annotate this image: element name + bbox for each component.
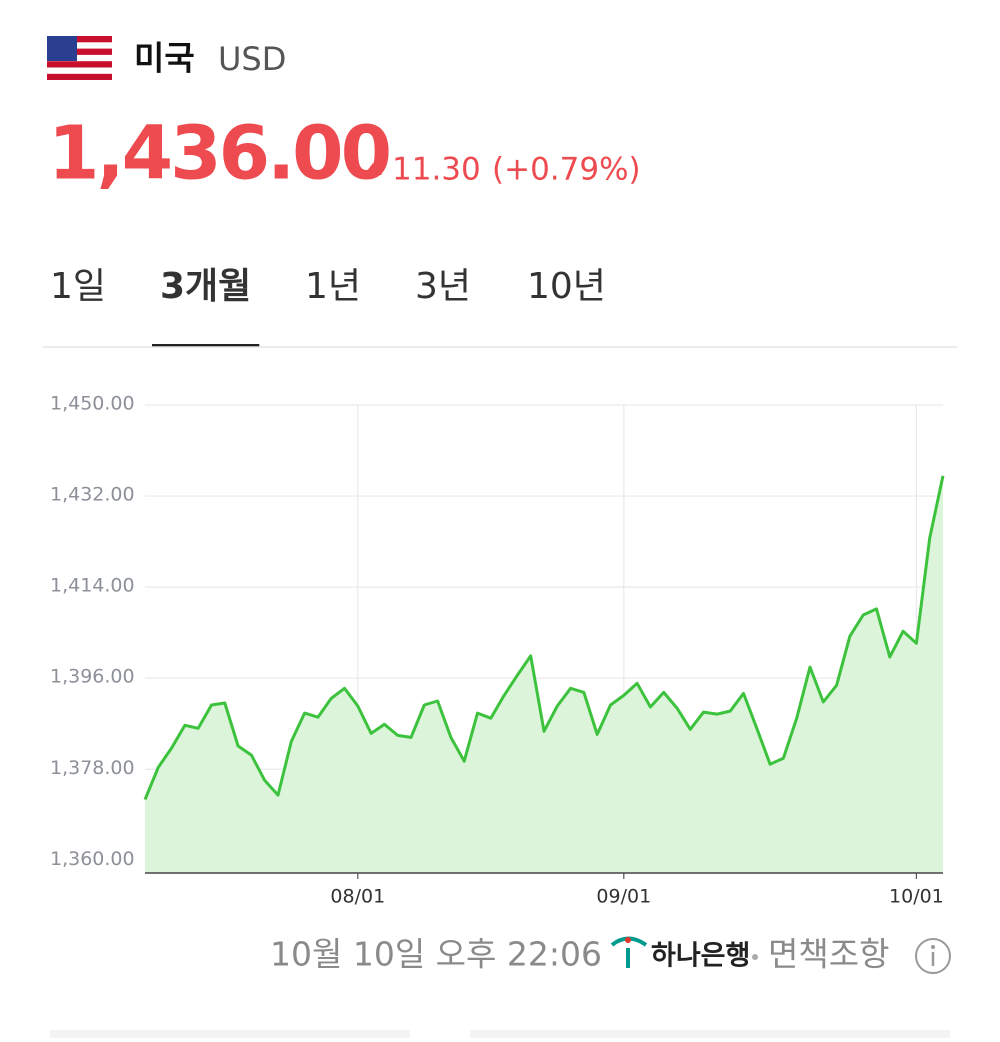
chart: 1,360.00 1,378.00 1,396.00 1,414.00 1,432.00… <box>50 393 945 908</box>
x-tick-label: 08/01 <box>330 886 385 908</box>
period-tabs: 1일 3개월 1년 3년 10년 <box>50 266 606 347</box>
y-tick-label: 1,414.00 <box>50 575 135 597</box>
card-edge <box>50 1030 410 1038</box>
y-tick-label: 1,432.00 <box>50 484 135 506</box>
x-tick-label: 09/01 <box>596 886 651 908</box>
y-tick-label: 1,378.00 <box>50 757 135 779</box>
period-tab[interactable]: 1년 <box>305 266 361 307</box>
info-icon[interactable] <box>915 938 951 974</box>
price-change-pct: (+0.79%) <box>492 152 641 188</box>
selected-tab-underline <box>152 344 260 347</box>
bank-logo <box>610 936 648 968</box>
period-tab[interactable]: 1일 <box>50 266 106 307</box>
up-arrow <box>364 163 382 175</box>
period-tab[interactable]: 10년 <box>527 266 606 307</box>
price-change: 11.30 <box>392 152 481 188</box>
disclaimer[interactable]: 면책조항 <box>768 935 889 974</box>
separator-dot <box>752 954 758 960</box>
timestamp: 10월 10일 오후 22:06 <box>270 935 602 974</box>
currency-code: USD <box>218 40 286 78</box>
country-name: 미국 <box>134 39 195 78</box>
area <box>145 475 943 873</box>
card-edge <box>470 1030 950 1038</box>
period-tab[interactable]: 3년 <box>415 266 471 307</box>
y-tick-label: 1,360.00 <box>50 848 135 870</box>
bank-name: 하나은행 <box>651 941 750 972</box>
us-flag <box>47 36 112 80</box>
y-tick-label: 1,396.00 <box>50 666 135 688</box>
x-tick-label: 10/01 <box>889 886 944 908</box>
price: 1,436.00 <box>48 111 389 197</box>
y-tick-label: 1,450.00 <box>50 393 135 415</box>
line <box>143 475 945 801</box>
period-tab[interactable]: 3개월 <box>160 266 251 307</box>
